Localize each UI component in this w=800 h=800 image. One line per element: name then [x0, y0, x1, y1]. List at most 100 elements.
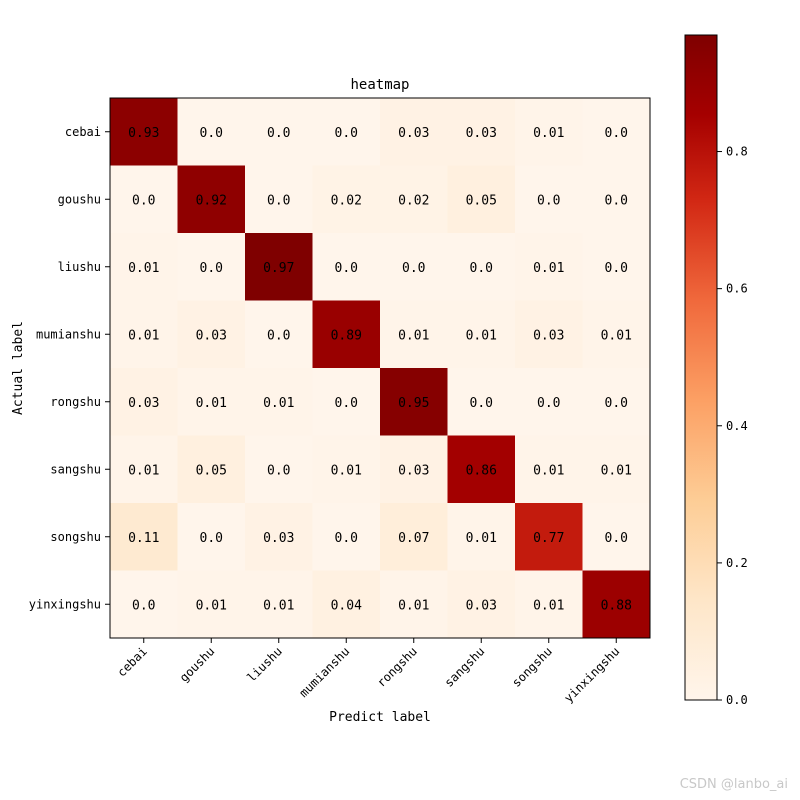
y-tick-label-mumianshu: mumianshu [36, 327, 101, 341]
cell-value-label: 0.03 [398, 463, 429, 478]
heatmap-cell-r4-c7 [582, 368, 651, 436]
heatmap-cell-r1-c3 [312, 165, 381, 234]
cell-value-label: 0.01 [533, 463, 564, 478]
heatmap-cell-r5-c0 [110, 435, 178, 504]
heatmap-cell-r2-c6 [515, 233, 583, 301]
cell-value-label: 0.01 [196, 598, 227, 613]
y-tick-label-yinxingshu: yinxingshu [29, 597, 101, 611]
heatmap-cell-r3-c5 [447, 300, 516, 369]
colorbar-tick-label: 0.2 [726, 556, 748, 570]
heatmap-cell-r6-c6 [515, 503, 583, 571]
heatmap-cell-r4-c0 [110, 368, 178, 436]
watermark: CSDN @lanbo_ai [679, 777, 788, 792]
x-tick-label-cebai: cebai [114, 644, 149, 679]
heatmap-cell-r1-c5 [447, 165, 516, 234]
cell-value-label: 0.0 [605, 126, 628, 141]
heatmap-cell-r5-c6 [515, 435, 583, 504]
heatmap-cell-r4-c2 [245, 368, 313, 436]
heatmap-cell-r7-c2 [245, 570, 313, 639]
heatmap-cell-r0-c6 [515, 98, 583, 166]
cell-value-label: 0.03 [263, 531, 294, 546]
y-tick-label-rongshu: rongshu [50, 395, 101, 409]
colorbar [684, 34, 718, 701]
heatmap-cell-r2-c5 [447, 233, 516, 301]
cell-value-label: 0.01 [601, 463, 632, 478]
heatmap-cell-r6-c0 [110, 503, 178, 571]
cell-value-label: 0.03 [398, 126, 429, 141]
heatmap-cell-r6-c2 [245, 503, 313, 571]
cell-value-label: 0.01 [128, 328, 159, 343]
y-tick-label-cebai: cebai [65, 125, 101, 139]
x-tick-label-songshu: songshu [509, 644, 555, 690]
cell-value-label: 0.0 [605, 193, 628, 208]
x-tick-label-mumianshu: mumianshu [296, 644, 352, 700]
heatmap-cell-r3-c6 [515, 300, 583, 369]
heatmap-cell-r0-c2 [245, 98, 313, 166]
heatmap-cell-r3-c0 [110, 300, 178, 369]
cell-value-label: 0.01 [398, 328, 429, 343]
cell-value-label: 0.02 [398, 193, 429, 208]
heatmap-cell-r6-c7 [582, 503, 651, 571]
heatmap-cells [110, 98, 651, 639]
heatmap-cell-r6-c5 [447, 503, 516, 571]
x-axis-label: Predict label [329, 710, 431, 725]
x-tick-label-liushu: liushu [244, 644, 285, 685]
cell-value-label: 0.01 [533, 126, 564, 141]
cell-value-label: 0.0 [200, 261, 223, 276]
cell-value-label: 0.01 [466, 328, 497, 343]
heatmap-cell-r7-c6 [515, 570, 583, 639]
heatmap-cell-r6-c1 [177, 503, 246, 571]
heatmap-cell-r0-c4 [380, 98, 448, 166]
colorbar-ticks: 0.0 0.2 0.4 0.6 0.8 [717, 145, 748, 707]
heatmap-cell-r3-c2 [245, 300, 313, 369]
cell-value-label: 0.0 [132, 598, 155, 613]
heatmap-cell-r1-c6 [515, 165, 583, 234]
cell-value-label: 0.07 [398, 531, 429, 546]
heatmap-cell-r4-c1 [177, 368, 246, 436]
heatmap-cell-r7-c7 [582, 570, 651, 639]
cell-value-label: 0.92 [196, 193, 227, 208]
cell-value-label: 0.0 [335, 396, 358, 411]
heatmap-cell-r4-c4 [380, 368, 448, 436]
heatmap-cell-r2-c4 [380, 233, 448, 301]
heatmap-cell-r4-c5 [447, 368, 516, 436]
cell-value-label: 0.01 [533, 261, 564, 276]
cell-value-label: 0.01 [331, 463, 362, 478]
heatmap-cell-r3-c4 [380, 300, 448, 369]
cell-value-label: 0.0 [132, 193, 155, 208]
heatmap-cell-r1-c7 [582, 165, 651, 234]
heatmap-cell-r5-c2 [245, 435, 313, 504]
y-axis-ticks: cebai goushu liushu mumianshu rongshu sangshu… [29, 125, 110, 611]
cell-value-label: 0.0 [267, 193, 290, 208]
cell-value-label: 0.01 [128, 463, 159, 478]
heatmap-cell-r0-c1 [177, 98, 246, 166]
heatmap-cell-r2-c7 [582, 233, 651, 301]
heatmap-cell-r5-c3 [312, 435, 381, 504]
y-axis-label: Actual label [11, 321, 26, 415]
x-tick-label-rongshu: rongshu [374, 644, 420, 690]
heatmap-cell-r0-c7 [582, 98, 651, 166]
cell-value-label: 0.01 [398, 598, 429, 613]
cell-value-label: 0.0 [605, 396, 628, 411]
heatmap-cell-r7-c3 [312, 570, 381, 639]
x-tick-label-yinxingshu: yinxingshu [561, 644, 622, 705]
heatmap-cell-r5-c1 [177, 435, 246, 504]
cell-value-label: 0.0 [200, 126, 223, 141]
cell-value-label: 0.95 [398, 396, 429, 411]
cell-value-label: 0.0 [605, 531, 628, 546]
heatmap-cell-r0-c0 [110, 98, 178, 166]
cell-value-label: 0.01 [196, 396, 227, 411]
heatmap-cell-r3-c7 [582, 300, 651, 369]
cell-value-label: 0.89 [331, 328, 362, 343]
colorbar-tick-label: 0.4 [726, 419, 748, 433]
heatmap-cell-r3-c1 [177, 300, 246, 369]
heatmap-cell-r7-c4 [380, 570, 448, 639]
y-tick-label-goushu: goushu [58, 192, 101, 206]
cell-value-label: 0.0 [470, 261, 493, 276]
chart-title: heatmap [350, 77, 409, 93]
cell-value-label: 0.0 [537, 193, 560, 208]
heatmap-cell-r1-c2 [245, 165, 313, 234]
colorbar-tick-label: 0.0 [726, 693, 748, 707]
heatmap-cell-r5-c7 [582, 435, 651, 504]
colorbar-tick-label: 0.6 [726, 282, 748, 296]
